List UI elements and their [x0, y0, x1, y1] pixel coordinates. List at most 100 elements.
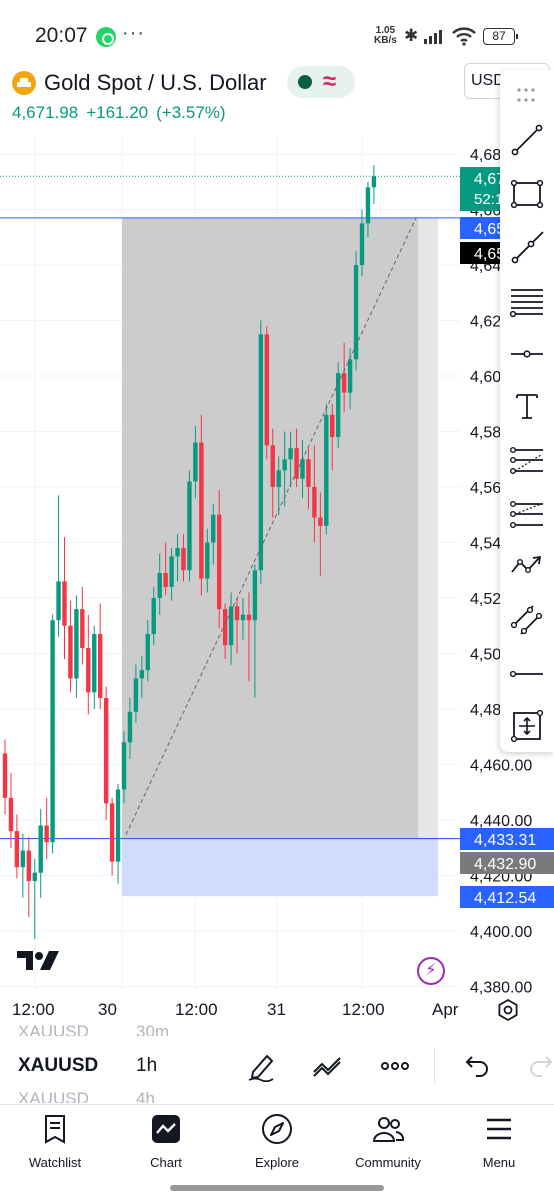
candle — [193, 442, 198, 482]
symbol-selector[interactable]: XAUUSD — [18, 1055, 99, 1076]
wifi-icon — [452, 27, 476, 46]
nav-community[interactable]: Community — [333, 1105, 443, 1177]
candle — [175, 548, 180, 557]
clock: 20:07 — [35, 24, 88, 47]
tradingview-logo — [17, 951, 59, 970]
candle — [336, 373, 341, 438]
candle — [86, 647, 91, 693]
undo-icon[interactable] — [460, 1050, 492, 1082]
candle — [234, 606, 240, 621]
candle — [371, 176, 377, 188]
market-status-pill[interactable]: ≈ — [287, 66, 355, 98]
candle — [169, 556, 174, 587]
candle — [121, 742, 127, 790]
candle — [163, 573, 168, 587]
time-tick: 12:00 — [12, 1000, 55, 1019]
candle — [246, 614, 252, 621]
candle — [264, 334, 269, 446]
lightning-icon[interactable]: ⚡ — [417, 957, 445, 985]
candle — [341, 373, 347, 393]
parallel-channel-icon[interactable] — [509, 602, 545, 638]
price-label-box — [460, 852, 554, 874]
candle — [187, 481, 192, 571]
candle — [258, 334, 264, 571]
network-speed-unit: KB/s — [374, 35, 397, 46]
nav-menu[interactable]: Menu — [444, 1105, 554, 1177]
nav-label: Menu — [482, 1155, 516, 1170]
fib-retracement-icon[interactable] — [509, 284, 545, 320]
price-tick: 4,380.00 — [470, 980, 532, 997]
market-open-dot-icon — [298, 75, 312, 89]
interval-selector[interactable]: 1h — [136, 1055, 158, 1076]
candle — [80, 609, 85, 648]
short-position-icon[interactable] — [509, 496, 545, 532]
network-speed: 1.05 KB/s — [374, 26, 397, 46]
nav-watchlist[interactable]: Watchlist — [0, 1105, 110, 1177]
candle — [139, 670, 145, 679]
candle — [199, 442, 204, 579]
grip-icon[interactable] — [517, 88, 535, 102]
home-indicator[interactable] — [170, 1185, 384, 1191]
symbol-title: Gold Spot / U.S. Dollar — [44, 70, 267, 95]
trade-path-line — [125, 217, 417, 835]
time-axis: 12:00 30 12:00 31 12:00 Apr — [0, 996, 554, 1024]
measure-icon[interactable] — [509, 708, 545, 744]
text-icon[interactable] — [509, 388, 545, 424]
candle — [103, 697, 109, 804]
candle — [151, 598, 156, 635]
candle — [205, 542, 210, 579]
wave-icon: ≈ — [323, 68, 337, 95]
price-chart[interactable]: 4,680.004,660.004,640.004,620.004,600.00… — [0, 135, 554, 1030]
candle — [32, 872, 37, 882]
price-label: 4,433.31 — [474, 832, 536, 849]
battery-indicator: 87 — [483, 28, 518, 45]
nav-chart[interactable]: Chart — [111, 1105, 221, 1177]
candle — [50, 620, 55, 843]
symbol-prev[interactable]: XAUUSD — [18, 1022, 89, 1036]
indicators-icon[interactable] — [312, 1050, 344, 1082]
price-label: 4,432.90 — [474, 856, 536, 873]
candle — [222, 609, 228, 646]
nav-label: Watchlist — [28, 1155, 82, 1170]
symbol-header[interactable]: Gold Spot / U.S. Dollar — [12, 68, 267, 98]
candle — [288, 448, 293, 460]
horizontal-line-icon[interactable] — [509, 656, 545, 692]
candle — [353, 265, 359, 360]
nav-explore[interactable]: Explore — [222, 1105, 332, 1177]
time-tick: 12:00 — [175, 1000, 218, 1019]
candle — [312, 487, 317, 518]
watchlist-icon — [45, 1115, 65, 1144]
rectangle-icon[interactable] — [509, 176, 545, 212]
interval-next[interactable]: 4h — [136, 1089, 155, 1103]
chart-settings-icon[interactable] — [496, 998, 520, 1022]
candle — [318, 517, 323, 526]
candle — [145, 634, 150, 671]
candle — [217, 514, 222, 610]
trend-line-icon[interactable] — [509, 122, 545, 158]
time-tick: 31 — [267, 1000, 286, 1019]
candle — [8, 797, 14, 832]
candle — [330, 414, 335, 438]
horizontal-ray-icon[interactable] — [509, 336, 545, 372]
candle — [294, 448, 299, 479]
pattern-icon[interactable] — [509, 548, 545, 584]
candle — [38, 825, 43, 873]
interval-prev[interactable]: 30m — [136, 1022, 170, 1036]
price-label-box — [460, 886, 554, 908]
more-icon[interactable] — [379, 1050, 411, 1082]
long-position-icon[interactable] — [509, 442, 545, 478]
compass-icon — [262, 1114, 292, 1144]
candle — [44, 825, 49, 843]
price-change: +161.20 — [86, 103, 149, 122]
hamburger-icon — [487, 1118, 511, 1140]
candle — [56, 581, 61, 621]
candle — [133, 678, 139, 712]
candle — [228, 606, 234, 646]
ray-icon[interactable] — [509, 230, 545, 266]
candle — [20, 850, 26, 868]
pen-icon[interactable] — [245, 1050, 277, 1082]
chart-icon — [152, 1115, 180, 1143]
redo-icon[interactable] — [526, 1050, 554, 1082]
symbol-next[interactable]: XAUUSD — [18, 1089, 89, 1103]
candle — [68, 625, 73, 679]
